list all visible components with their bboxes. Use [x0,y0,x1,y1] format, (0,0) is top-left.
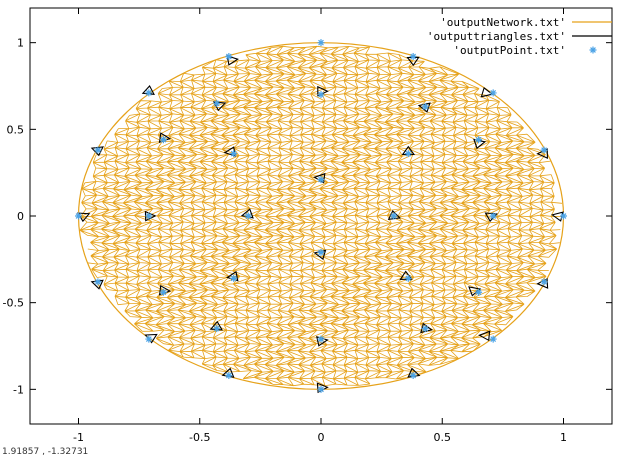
data-point [390,212,398,220]
data-point [225,371,233,379]
point-layer [75,39,567,393]
data-point [145,212,153,220]
legend-sample [589,46,597,54]
x-tick-label: 0 [318,431,325,444]
data-point [317,248,325,256]
y-tick-label: -1 [13,383,24,396]
legend-label: 'outputPoint.txt' [453,44,566,57]
data-point [421,325,429,333]
data-point [230,274,238,282]
data-point [489,89,497,97]
data-point [94,278,102,286]
data-point [213,99,221,107]
triangle-mark [480,86,494,98]
data-point [213,325,221,333]
x-tick-label: -1 [73,431,84,444]
y-tick-label: 0 [17,210,24,223]
mesh-edges [79,45,563,387]
data-point [244,212,252,220]
data-point [421,103,429,111]
data-point [475,288,483,296]
legend-label: 'outputtriangles.txt' [427,30,566,43]
data-point [404,150,412,158]
legend: 'outputNetwork.txt''outputtriangles.txt'… [427,16,612,57]
data-point [159,136,167,144]
y-tick-label: 1 [17,37,24,50]
legend-label: 'outputNetwork.txt' [440,16,566,29]
data-point [475,136,483,144]
data-point [317,91,325,99]
data-point [404,274,412,282]
data-point [409,371,417,379]
data-point [540,146,548,154]
y-tick-label: -0.5 [3,297,24,310]
data-point [159,288,167,296]
x-tick-label: 0.5 [434,431,452,444]
data-point [145,335,153,343]
data-point [230,150,238,158]
triangle-mark [223,146,237,157]
data-point [560,212,567,220]
triangle-mark [226,55,239,66]
data-point [317,335,325,343]
x-tick-label: -0.5 [189,431,210,444]
data-point [317,176,325,184]
data-point [409,53,417,61]
data-point [540,278,548,286]
x-tick-label: 1 [560,431,567,444]
data-point [317,39,325,47]
data-point [489,212,497,220]
y-tick-label: 0.5 [7,123,25,136]
triangle-mark [478,330,491,342]
data-point [489,335,497,343]
status-coordinates: 1.91857 , -1.32731 [2,447,89,457]
data-point [75,212,82,220]
axis-ticks: -1 -0.5 0 0.5 1 1 0.5 0 -0.5 -1 [3,8,612,444]
data-point [94,146,102,154]
data-point [317,385,325,393]
data-point [225,53,233,61]
data-point [145,89,153,97]
